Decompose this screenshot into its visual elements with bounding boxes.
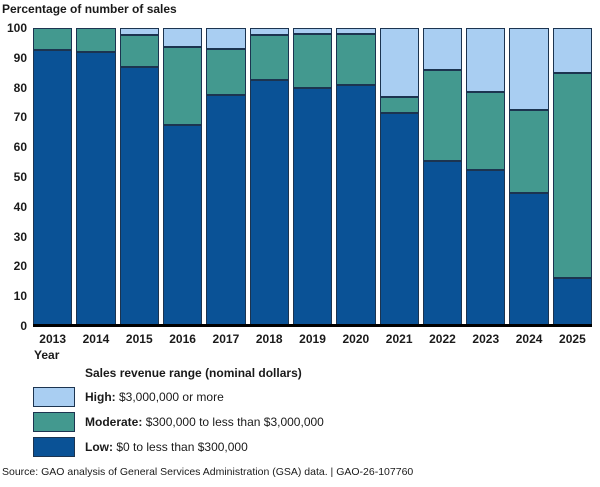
bar-2016 <box>162 28 203 326</box>
legend-label-low-bold: Low: <box>85 440 113 454</box>
bar-segment-low-2013 <box>33 50 73 326</box>
bar-2019 <box>292 28 333 326</box>
bar-segment-moderate-2017 <box>206 48 246 96</box>
x-axis-title: Year <box>34 348 60 362</box>
bar-segment-high-2023 <box>466 28 506 93</box>
chart-title: Percentage of number of sales <box>2 2 177 16</box>
bar-segment-low-2022 <box>422 160 463 326</box>
plot-area <box>33 28 593 326</box>
y-tick-label-20: 20 <box>13 259 27 274</box>
legend-label-low-desc: $0 to less than $300,000 <box>116 440 248 454</box>
legend-swatch-moderate <box>33 412 75 432</box>
x-tick-label-2024: 2024 <box>515 332 543 346</box>
bar-segment-moderate-2013 <box>33 28 73 51</box>
bar-segment-low-2014 <box>76 51 116 326</box>
bar-2018 <box>249 28 289 326</box>
bar-2015 <box>119 28 159 326</box>
bar-segment-moderate-2019 <box>292 33 333 88</box>
bar-segment-moderate-2025 <box>552 72 593 279</box>
source-note: Source: GAO analysis of General Services… <box>2 466 414 478</box>
bar-segment-low-2015 <box>119 66 159 326</box>
x-tick-label-2019: 2019 <box>299 332 326 346</box>
bar-segment-low-2017 <box>206 95 246 326</box>
bar-segment-low-2025 <box>552 278 593 326</box>
bar-segment-moderate-2021 <box>379 96 419 113</box>
y-tick-label-60: 60 <box>13 140 27 155</box>
bar-segment-low-2023 <box>466 169 506 326</box>
bar-segment-high-2021 <box>379 28 419 97</box>
bar-segment-high-2025 <box>552 28 593 73</box>
bar-segment-high-2019 <box>292 28 333 34</box>
x-tick-label-2016: 2016 <box>169 332 196 346</box>
bar-segment-high-2022 <box>422 28 463 70</box>
bar-segment-moderate-2020 <box>336 33 376 85</box>
bar-segment-moderate-2016 <box>162 47 203 125</box>
x-axis-line <box>33 324 592 327</box>
legend-label-low: Low: $0 to less than $300,000 <box>85 440 248 454</box>
x-tick-label-2021: 2021 <box>385 332 413 346</box>
legend-swatch-high <box>33 387 75 407</box>
x-tick-label-2017: 2017 <box>212 332 240 346</box>
bar-segment-low-2024 <box>509 193 549 326</box>
legend-title: Sales revenue range (nominal dollars) <box>85 366 302 380</box>
bar-segment-low-2019 <box>292 87 333 326</box>
bar-segment-high-2020 <box>336 28 376 34</box>
x-tick-label-2013: 2013 <box>39 332 66 346</box>
x-tick-label-2014: 2014 <box>82 332 110 346</box>
bar-2022 <box>422 28 463 326</box>
legend-label-high-desc: $3,000,000 or more <box>119 390 224 404</box>
legend-label-moderate: Moderate: $300,000 to less than $3,000,0… <box>85 415 324 429</box>
legend-label-high-bold: High: <box>85 390 116 404</box>
bar-segment-high-2015 <box>119 28 159 36</box>
y-tick-label-70: 70 <box>13 110 27 125</box>
legend-item-moderate: Moderate: $300,000 to less than $3,000,0… <box>0 412 600 432</box>
bar-2020 <box>336 28 376 326</box>
x-tick-label-2018: 2018 <box>255 332 283 346</box>
bar-segment-low-2018 <box>249 80 289 326</box>
bar-2013 <box>33 28 73 326</box>
legend-item-high: High: $3,000,000 or more <box>0 387 600 407</box>
bar-segment-low-2021 <box>379 112 419 326</box>
y-tick-label-80: 80 <box>13 80 27 95</box>
bar-segment-moderate-2014 <box>76 28 116 52</box>
y-tick-label-30: 30 <box>13 229 27 244</box>
x-tick-label-2023: 2023 <box>472 332 500 346</box>
y-tick-label-0: 0 <box>20 319 27 333</box>
bar-segment-moderate-2024 <box>509 109 549 194</box>
bar-segment-low-2020 <box>336 84 376 326</box>
legend-label-high: High: $3,000,000 or more <box>85 390 224 404</box>
bar-segment-moderate-2022 <box>422 69 463 161</box>
legend-label-moderate-bold: Moderate: <box>85 415 143 429</box>
bar-2023 <box>466 28 506 326</box>
y-tick-label-50: 50 <box>13 170 27 184</box>
x-axis-tick-labels: 2013 2014 2015 2016 2017 2018 2019 2020 2021 2022… <box>33 332 592 346</box>
bar-segment-high-2017 <box>206 28 246 49</box>
bar-2014 <box>76 28 116 326</box>
bar-segment-high-2024 <box>509 28 549 110</box>
bar-2025 <box>552 28 593 326</box>
legend-item-low: Low: $0 to less than $300,000 <box>0 437 600 457</box>
legend-label-moderate-desc: $300,000 to less than $3,000,000 <box>145 415 324 429</box>
x-tick-label-2020: 2020 <box>342 332 370 346</box>
bar-segment-high-2018 <box>249 28 289 36</box>
x-tick-label-2025: 2025 <box>559 332 586 346</box>
bar-segment-moderate-2018 <box>249 35 289 81</box>
bar-segment-moderate-2015 <box>119 35 159 67</box>
y-tick-label-40: 40 <box>13 199 27 214</box>
bar-segment-moderate-2023 <box>466 92 506 170</box>
bar-2024 <box>509 28 549 326</box>
bar-segment-low-2016 <box>162 124 203 326</box>
y-tick-label-90: 90 <box>13 50 27 65</box>
y-tick-label-100: 100 <box>6 21 27 35</box>
legend-swatch-low <box>33 437 75 457</box>
bar-2017 <box>206 28 246 326</box>
y-tick-label-10: 10 <box>13 289 27 304</box>
bar-segment-high-2016 <box>162 28 203 48</box>
x-tick-label-2022: 2022 <box>429 332 456 346</box>
x-tick-label-2015: 2015 <box>125 332 153 346</box>
bar-2021 <box>379 28 419 326</box>
